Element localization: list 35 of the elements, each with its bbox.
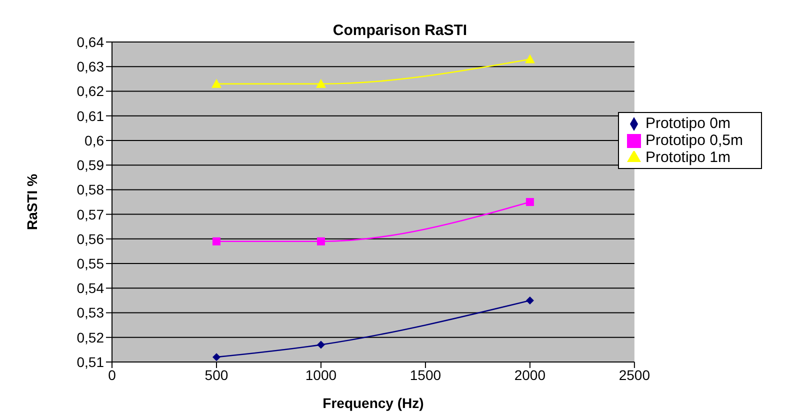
y-tick-label: 0,61 (76, 108, 104, 124)
point (212, 237, 220, 246)
x-axis-title: Frequency (Hz) (322, 395, 424, 411)
y-tick-label: 0,63 (76, 58, 104, 75)
x-tick-label: 2500 (618, 366, 650, 383)
x-tick-label: 1500 (410, 366, 442, 383)
x-tick-label: 0 (108, 366, 116, 383)
point (316, 78, 326, 88)
y-tick-label: 0,54 (76, 280, 104, 296)
x-tick-label: 1000 (305, 366, 337, 383)
y-tick-label: 0,6 (84, 132, 104, 148)
legend-label: Prototipo 1m (645, 149, 730, 166)
y-tick-label: 0,55 (76, 256, 104, 272)
legend-label: Prototipo 0m (645, 115, 730, 132)
x-tick-label: 500 (204, 366, 228, 383)
legend-label: Prototipo 0,5m (645, 132, 743, 149)
y-axis-title: RaSTI % (24, 173, 40, 230)
y-tick-label: 0,52 (76, 329, 104, 346)
y-tick-label: 0,57 (76, 206, 104, 222)
y-tick-label: 0,56 (76, 230, 104, 247)
point (526, 296, 534, 304)
point (316, 237, 325, 246)
point (212, 353, 220, 362)
y-tick-label: 0,58 (76, 182, 104, 198)
y-tick-label: 0,51 (76, 354, 104, 370)
x-tick-label: 2000 (514, 366, 546, 383)
point (316, 340, 325, 349)
point (211, 78, 222, 88)
y-tick-label: 0,62 (76, 83, 104, 100)
chart-title: Comparison RaSTI (332, 22, 468, 39)
point (524, 54, 535, 64)
y-tick-label: 0,59 (76, 157, 104, 174)
y-tick-label: 0,53 (76, 304, 104, 321)
y-tick-label: 0,64 (76, 34, 104, 50)
point (526, 198, 534, 206)
